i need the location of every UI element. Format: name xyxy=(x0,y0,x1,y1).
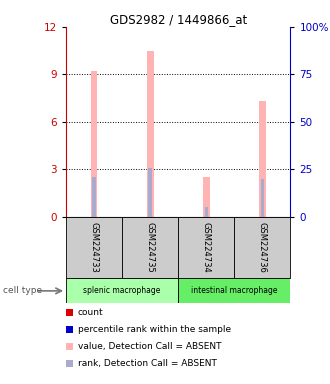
Bar xyxy=(203,177,210,217)
Bar xyxy=(261,179,264,217)
Bar xyxy=(122,217,178,278)
Text: cell type: cell type xyxy=(3,286,43,295)
Bar xyxy=(66,217,122,278)
Bar xyxy=(66,278,178,303)
Bar xyxy=(147,51,153,217)
Text: intestinal macrophage: intestinal macrophage xyxy=(191,286,278,295)
Text: value, Detection Call = ABSENT: value, Detection Call = ABSENT xyxy=(78,342,221,351)
Bar xyxy=(92,177,96,217)
Text: splenic macrophage: splenic macrophage xyxy=(83,286,161,295)
Text: percentile rank within the sample: percentile rank within the sample xyxy=(78,325,231,334)
Bar xyxy=(178,278,290,303)
Text: count: count xyxy=(78,308,104,317)
Text: rank, Detection Call = ABSENT: rank, Detection Call = ABSENT xyxy=(78,359,217,368)
Bar xyxy=(178,217,234,278)
Title: GDS2982 / 1449866_at: GDS2982 / 1449866_at xyxy=(110,13,247,26)
Bar xyxy=(234,217,290,278)
Text: GSM224733: GSM224733 xyxy=(89,222,99,273)
Text: GSM224735: GSM224735 xyxy=(146,222,155,273)
Bar xyxy=(148,168,152,217)
Bar xyxy=(205,207,208,217)
Bar xyxy=(91,71,97,217)
Text: GSM224734: GSM224734 xyxy=(202,222,211,273)
Text: GSM224736: GSM224736 xyxy=(258,222,267,273)
Bar xyxy=(259,101,266,217)
